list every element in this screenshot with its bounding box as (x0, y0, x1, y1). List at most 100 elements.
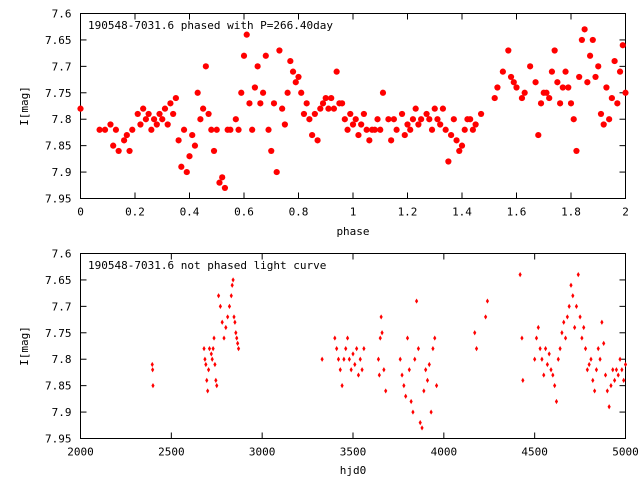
unphased-data-point (587, 361, 591, 368)
phased-data-point (518, 94, 526, 102)
unphased-data-point (210, 356, 214, 362)
unphased-data-point (344, 346, 348, 352)
unphased-data-point (591, 377, 595, 383)
phased-data-point (194, 89, 201, 96)
phased-y-ticks: 7.6 7.65 7.7 7.75 7.8 7.85 7.9 7.95 (45, 8, 626, 206)
phased-y-axis-label: I[mag] (18, 86, 31, 126)
unphased-x-ticks: 2000 2500 3000 3500 4000 4500 5000 (67, 253, 639, 459)
unphased-y-ticks: 7.6 7.65 7.7 7.75 7.8 7.85 7.9 7.95 (45, 248, 626, 446)
unphased-data-point (613, 377, 617, 383)
unphased-data-point (226, 314, 230, 320)
phased-data-point (398, 110, 406, 118)
unphased-data-point (206, 388, 210, 394)
phased-x-tick-label: 1.4 (452, 206, 472, 219)
phased-data-point (221, 184, 229, 192)
phased-x-ticks: 0 0.2 0.4 0.6 0.8 1 1.2 1.4 1.6 1.8 2 (77, 13, 629, 219)
unphased-data-point (227, 303, 232, 309)
unphased-data-point (545, 361, 549, 368)
unphased-y-tick-label: 7.7 (52, 300, 72, 313)
phased-data-point (374, 116, 381, 123)
unphased-data-point (533, 356, 537, 362)
phased-light-curve-panel: 0 0.2 0.4 0.6 0.8 1 1.2 1.4 1.6 1.8 2 7.67.657.77.… (18, 8, 629, 239)
phased-data-point (216, 179, 223, 186)
unphased-data-point (218, 303, 222, 309)
unphased-data-point (235, 335, 239, 341)
unphased-data-point (220, 319, 224, 325)
phased-data-point (284, 89, 291, 96)
phased-y-tick-label: 7.85 (45, 140, 72, 153)
unphased-data-point (335, 346, 339, 352)
unphased-data-point (349, 367, 353, 373)
phased-data-point (270, 100, 278, 107)
phased-data-point (344, 126, 351, 133)
unphased-data-point (216, 293, 221, 299)
unphased-data-point (484, 314, 488, 320)
unphased-data-point (563, 335, 568, 341)
phased-data-point (467, 116, 474, 123)
unphased-data-point (418, 420, 422, 426)
phased-data-point (115, 147, 122, 155)
phased-data-point (325, 105, 332, 112)
phased-data-point (191, 142, 199, 149)
unphased-data-point (338, 367, 342, 373)
phased-y-tick-label: 7.8 (52, 113, 72, 126)
unphased-data-point (620, 367, 624, 373)
phased-data-point (371, 126, 378, 133)
phased-data-point (213, 126, 220, 133)
phased-x-tick-label: 0.8 (289, 206, 309, 219)
unphased-data-point (209, 351, 213, 357)
phased-data-point (281, 121, 288, 128)
phased-data-point (521, 89, 528, 96)
unphased-data-point (224, 324, 228, 331)
phased-data-point (303, 100, 310, 107)
phased-data-point (240, 52, 248, 59)
phased-data-point (445, 158, 452, 165)
unphased-x-tick-label: 4000 (431, 446, 458, 459)
phased-x-tick-label: 0.2 (125, 206, 145, 219)
phased-data-point (219, 174, 226, 181)
phased-data-point (360, 110, 367, 118)
phased-data-point (472, 121, 479, 128)
phased-data-point (156, 110, 163, 118)
phased-data-point (434, 116, 441, 123)
unphased-data-point (540, 356, 544, 362)
phased-data-point (276, 47, 283, 54)
unphased-data-point (609, 383, 613, 389)
phased-data-point (423, 110, 430, 118)
unphased-data-point (473, 330, 477, 336)
phased-data-point (262, 52, 269, 59)
unphased-y-tick-label: 7.75 (45, 327, 72, 340)
phased-data-point (339, 100, 346, 107)
phased-data-point (265, 126, 272, 133)
phased-data-point (110, 142, 117, 149)
unphased-data-point (232, 314, 236, 320)
unphased-data-point (589, 356, 593, 362)
unphased-data-point (562, 319, 566, 325)
phased-data-point (123, 131, 130, 139)
unphased-x-axis-label: hjd0 (340, 464, 367, 477)
unphased-data-point (596, 346, 600, 352)
phased-data-point (134, 110, 141, 118)
unphased-data-point (424, 367, 428, 373)
phased-data-point (257, 100, 264, 107)
phased-data-point (595, 63, 602, 70)
phased-data-point (603, 84, 610, 91)
unphased-data-point (603, 372, 608, 378)
phased-data-point (510, 79, 517, 86)
unphased-plot-frame (80, 253, 626, 439)
unphased-data-point (356, 372, 361, 378)
unphased-data-point (333, 335, 337, 341)
unphased-data-point (340, 383, 344, 389)
phased-data-point (352, 116, 359, 123)
unphased-data-point (230, 282, 234, 288)
phased-data-point (254, 63, 261, 70)
phased-data-point (532, 79, 539, 86)
phased-data-point (461, 126, 468, 133)
unphased-data-point (429, 409, 433, 415)
unphased-data-point (229, 293, 233, 299)
phased-data-point (418, 116, 425, 123)
phased-y-tick-label: 7.7 (52, 60, 72, 73)
phased-data-point (437, 121, 444, 128)
phased-data-point (458, 142, 466, 149)
